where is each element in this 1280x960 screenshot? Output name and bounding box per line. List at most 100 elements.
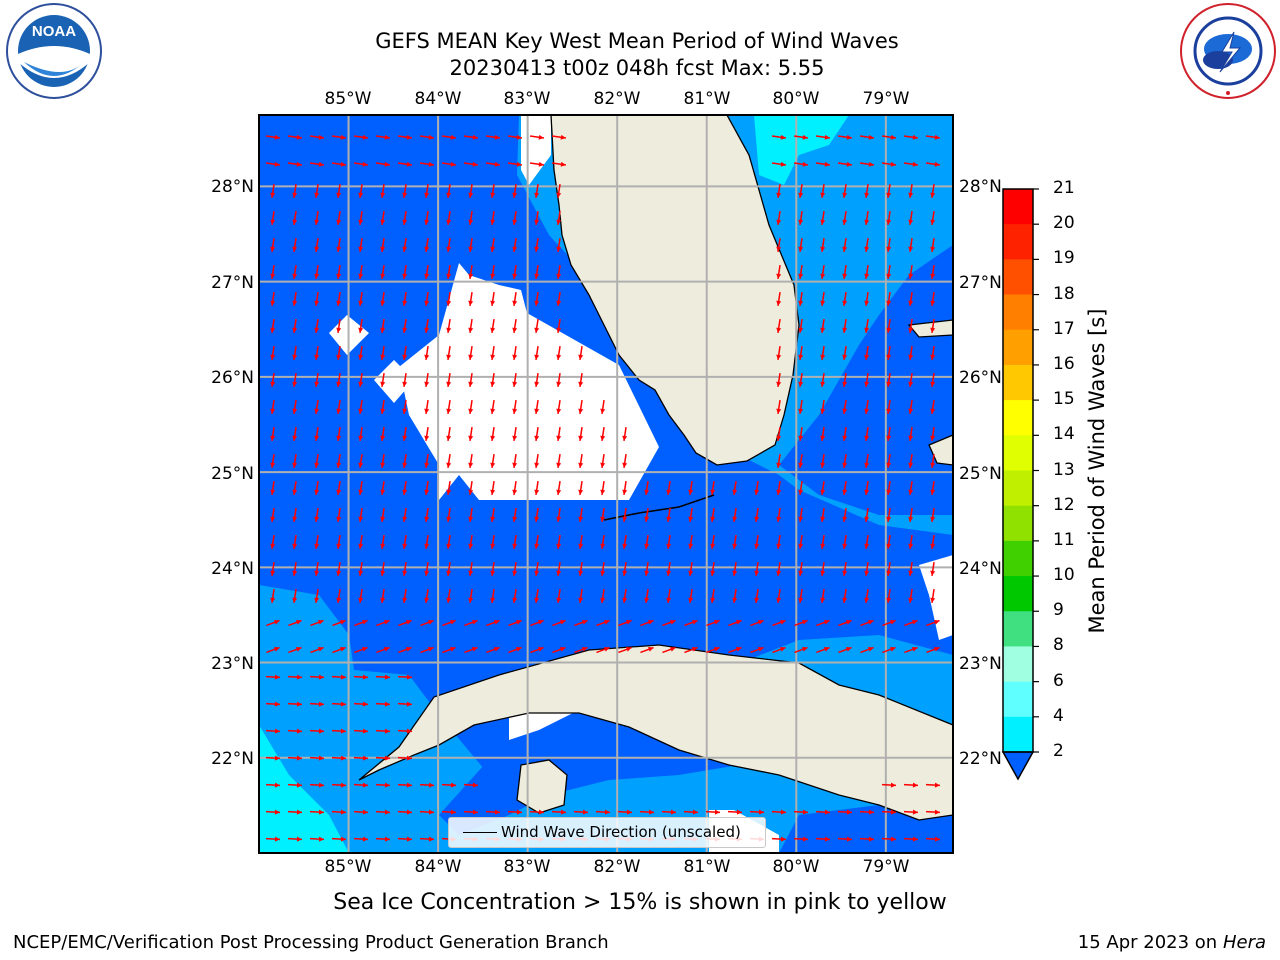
wave-direction-arrowhead: [798, 381, 804, 387]
wave-direction-arrowhead: [864, 192, 870, 198]
wave-direction-arrowhead: [336, 543, 342, 549]
wave-direction-arrowhead: [358, 435, 364, 441]
wave-direction-arrowhead: [516, 134, 522, 140]
colorbar-segment: [1003, 294, 1033, 331]
wave-direction-arrowhead: [912, 782, 918, 788]
wave-direction-arrowhead: [603, 619, 610, 625]
wave-direction-arrowhead: [710, 570, 716, 576]
wave-direction-arrowhead: [292, 381, 298, 387]
wave-direction-arrowhead: [494, 809, 500, 815]
wave-direction-arrowhead: [666, 516, 672, 522]
wave-direction-arrowhead: [402, 354, 408, 360]
wave-direction-arrowhead: [868, 161, 874, 167]
wave-direction-arrowhead: [669, 619, 676, 625]
wave-direction-arrowhead: [314, 381, 320, 387]
wave-direction-arrowhead: [908, 327, 914, 333]
wave-direction-arrowhead: [292, 435, 298, 441]
wave-direction-arrowhead: [776, 354, 782, 360]
wave-direction-arrowhead: [820, 327, 826, 333]
wave-direction-arrowhead: [402, 597, 408, 603]
legend-label: Wind Wave Direction (unscaled): [501, 823, 741, 841]
lat-label-right: 23°N: [959, 654, 1002, 674]
wave-direction-arrowhead: [340, 701, 346, 707]
wave-direction-arrowhead: [688, 489, 694, 495]
wave-direction-arrowhead: [864, 219, 870, 225]
wave-direction-arrowhead: [912, 161, 918, 167]
wave-direction-arrowhead: [578, 543, 584, 549]
wave-direction-arrowhead: [670, 809, 676, 815]
wave-direction-arrowhead: [292, 354, 298, 360]
wave-direction-arrowhead: [270, 543, 276, 549]
wave-direction-arrowhead: [757, 619, 764, 625]
wave-direction-arrowhead: [776, 570, 782, 576]
wave-direction-arrowhead: [842, 300, 848, 306]
wave-direction-arrowhead: [468, 327, 474, 333]
wave-direction-arrowhead: [384, 701, 390, 707]
wave-direction-arrowhead: [798, 462, 804, 468]
wave-direction-arrowhead: [296, 836, 302, 842]
wave-direction-arrowhead: [384, 728, 390, 734]
wave-direction-arrowhead: [647, 619, 654, 625]
wave-direction-arrowhead: [516, 809, 522, 815]
wave-direction-arrowhead: [296, 701, 302, 707]
wave-direction-arrowhead: [292, 462, 298, 468]
footer-branch: NCEP/EMC/Verification Post Processing Pr…: [13, 932, 609, 953]
wave-direction-arrowhead: [318, 809, 324, 815]
wave-direction-arrowhead: [934, 836, 940, 842]
wave-direction-arrowhead: [450, 134, 456, 140]
colorbar-segment: [1003, 681, 1033, 718]
wave-direction-arrowhead: [534, 462, 540, 468]
wave-direction-arrowhead: [776, 435, 782, 441]
wave-direction-arrowhead: [779, 619, 786, 625]
wave-direction-arrowhead: [468, 597, 474, 603]
wave-direction-arrowhead: [402, 516, 408, 522]
no-data-area: [374, 360, 414, 403]
wave-direction-arrowhead: [446, 543, 452, 549]
wave-direction-arrowhead: [908, 570, 914, 576]
wave-direction-arrowhead: [468, 543, 474, 549]
wave-direction-arrowhead: [490, 462, 496, 468]
wave-direction-arrowhead: [908, 300, 914, 306]
wave-direction-arrowhead: [380, 192, 386, 198]
wave-direction-arrowhead: [798, 273, 804, 279]
wave-direction-arrowhead: [842, 354, 848, 360]
wave-direction-arrowhead: [824, 161, 830, 167]
lon-label-top: 79°W: [862, 89, 910, 109]
wave-direction-arrowhead: [428, 836, 434, 842]
wave-direction-arrowhead: [358, 192, 364, 198]
wave-direction-arrowhead: [754, 597, 760, 603]
wave-direction-arrowhead: [516, 161, 522, 167]
wave-direction-arrowhead: [468, 246, 474, 252]
wave-direction-arrowhead: [358, 219, 364, 225]
wave-period-band-4-6: [259, 725, 349, 853]
wave-direction-arrowhead: [424, 597, 430, 603]
wave-direction-arrowhead: [889, 619, 896, 625]
colorbar-tick-label: 10: [1053, 565, 1075, 586]
wave-direction-arrowhead: [424, 462, 430, 468]
wave-direction-arrowhead: [490, 300, 496, 306]
wave-direction-arrowhead: [384, 161, 390, 167]
wave-direction-arrowhead: [340, 134, 346, 140]
wave-direction-arrowhead: [886, 219, 892, 225]
wave-direction-arrowhead: [383, 646, 390, 652]
wave-direction-arrowhead: [534, 246, 540, 252]
wave-direction-arrowhead: [270, 273, 276, 279]
wave-direction-arrowhead: [908, 597, 914, 603]
wave-direction-arrowhead: [340, 836, 346, 842]
wave-direction-arrowhead: [428, 809, 434, 815]
wave-direction-arrowhead: [534, 597, 540, 603]
wave-direction-arrowhead: [490, 246, 496, 252]
wave-direction-arrowhead: [868, 134, 874, 140]
wave-direction-arrowhead: [864, 489, 870, 495]
wave-direction-arrowhead: [446, 462, 452, 468]
wave-direction-arrowhead: [692, 809, 698, 815]
wave-direction-arrowhead: [270, 597, 276, 603]
wave-direction-arrowhead: [512, 489, 518, 495]
wave-direction-arrowhead: [402, 327, 408, 333]
wave-direction-arrowhead: [512, 381, 518, 387]
wave-direction-arrowhead: [534, 327, 540, 333]
wave-direction-arrowhead: [648, 809, 654, 815]
wave-direction-arrowhead: [318, 161, 324, 167]
no-data-area: [919, 555, 953, 640]
wave-direction-arrowhead: [820, 516, 826, 522]
